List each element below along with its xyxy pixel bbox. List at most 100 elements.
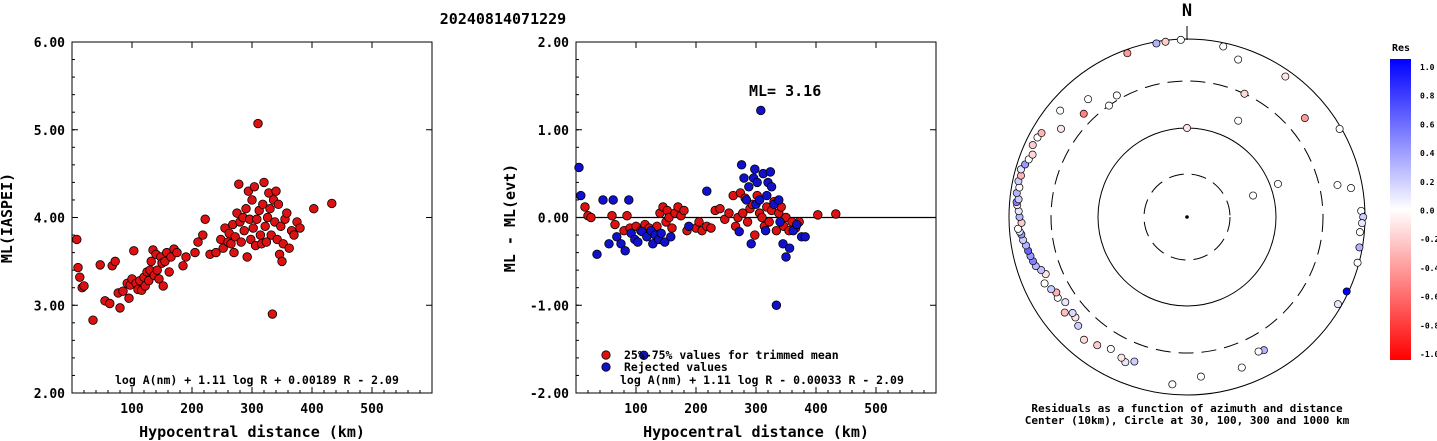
station-residual — [1334, 300, 1342, 309]
data-point — [190, 247, 200, 258]
data-point — [327, 198, 337, 209]
trimmed-point — [724, 208, 734, 218]
colorbar-tick-label: 0.8 — [1420, 92, 1435, 101]
data-point — [200, 214, 210, 224]
data-point — [284, 243, 294, 253]
data-point — [158, 281, 168, 291]
rejected-point — [736, 160, 747, 170]
data-point — [255, 230, 266, 240]
data-point — [95, 260, 105, 270]
station-residual — [1176, 35, 1185, 44]
chart-1-x-ticks: 100 200 300 400 500 — [83, 42, 421, 417]
rejected-point — [620, 246, 630, 256]
data-point — [253, 118, 263, 129]
data-point — [72, 234, 82, 245]
trimmed-point — [706, 223, 716, 233]
data-point — [193, 237, 203, 247]
data-point — [273, 199, 284, 210]
rejected-point — [576, 190, 586, 201]
station-residual — [1084, 95, 1093, 104]
data-point — [271, 186, 281, 196]
data-point — [267, 309, 278, 319]
data-point — [229, 247, 239, 258]
station-residual — [1028, 141, 1037, 150]
y-tick-label: 6.00 — [34, 36, 65, 51]
chart-1-xlabel: Hypocentral distance (km) — [139, 423, 365, 441]
station-residual — [1234, 116, 1243, 125]
station-residual — [1237, 363, 1246, 372]
station-residual — [1057, 124, 1065, 133]
rejected-point — [746, 239, 756, 249]
y-tick-label: 4.00 — [34, 212, 65, 227]
chart-2-annotation: ML= 3.16 — [749, 82, 821, 100]
station-residual — [1093, 341, 1102, 350]
rejected-point — [739, 173, 749, 183]
x-tick-label: 500 — [864, 402, 888, 417]
rejected-point — [752, 177, 762, 188]
rejected-point — [775, 217, 785, 227]
station-residual — [1249, 191, 1258, 200]
ring-30km — [1143, 173, 1231, 261]
station-residual — [1333, 181, 1342, 189]
trimmed-point — [831, 209, 841, 219]
trimmed-point — [679, 205, 689, 216]
colorbar-tick-label: -0.4 — [1420, 264, 1437, 273]
y-tick-label: 1.00 — [538, 124, 569, 139]
chart-1-ylabel: ML(IASPEI) — [0, 173, 16, 263]
trimmed-point — [586, 212, 596, 223]
colorbar: Res 1.0 0.8 0.6 0.4 0.2 0.0 -0.2 -0.4 -0.6 -0.8 -1… — [1390, 43, 1437, 360]
station-residual — [1355, 228, 1364, 237]
station-residual — [1123, 49, 1132, 58]
rejected-point — [765, 167, 776, 177]
station-residual — [1037, 266, 1046, 275]
data-point — [260, 221, 270, 231]
data-point — [88, 315, 98, 325]
data-point — [276, 221, 286, 231]
rejected-point — [792, 219, 802, 230]
trimmed-point — [750, 230, 760, 240]
rejected-point — [684, 221, 694, 231]
trimmed-point — [771, 225, 782, 236]
data-point — [265, 204, 275, 214]
station-residual — [1060, 308, 1069, 317]
colorbar-tick-label: -0.6 — [1420, 293, 1437, 302]
station-residual — [1047, 285, 1056, 294]
station-residual — [1061, 298, 1070, 307]
colorbar-title: Res — [1392, 43, 1410, 54]
rejected-point — [762, 190, 772, 201]
chart-2-x-ticks: 100 200 300 400 500 — [587, 42, 925, 417]
station-residual — [1105, 101, 1113, 110]
rejected-point — [702, 186, 712, 196]
chart-2-y-ticks: -2.00 -1.00 0.00 1.00 2.00 — [530, 36, 936, 402]
station-residual — [1028, 150, 1037, 159]
data-point — [262, 212, 273, 223]
rejected-point — [781, 252, 791, 262]
data-point — [118, 286, 128, 296]
y-tick-label: 3.00 — [34, 299, 65, 314]
data-point — [110, 256, 120, 267]
chart-1-y-ticks: 2.00 3.00 4.00 5.00 6.00 — [34, 36, 432, 402]
rejected-point — [744, 182, 754, 192]
chart-2-xlabel: Hypocentral distance (km) — [643, 423, 869, 441]
station-residual — [1079, 109, 1088, 118]
data-point — [242, 252, 252, 262]
station-residual — [1219, 42, 1228, 51]
data-point — [105, 298, 115, 309]
station-residual — [1347, 184, 1355, 193]
trimmed-point — [622, 211, 632, 221]
data-point — [239, 225, 249, 236]
data-point — [211, 247, 221, 258]
station-residual — [1056, 106, 1065, 115]
x-tick-label: 400 — [804, 402, 828, 417]
polar-caption-1: Residuals as a function of azimuth and d… — [1031, 402, 1343, 415]
data-point — [73, 262, 83, 273]
colorbar-tick-label: 0.4 — [1420, 149, 1435, 158]
rejected-point — [574, 162, 584, 173]
station-residual — [1106, 345, 1115, 353]
figure-title: 20240814071229 — [440, 10, 566, 28]
station-residual — [1130, 357, 1139, 366]
station-residual — [1161, 37, 1170, 46]
rejected-point — [624, 195, 634, 205]
rejected-point — [612, 232, 622, 242]
data-point — [198, 230, 208, 240]
